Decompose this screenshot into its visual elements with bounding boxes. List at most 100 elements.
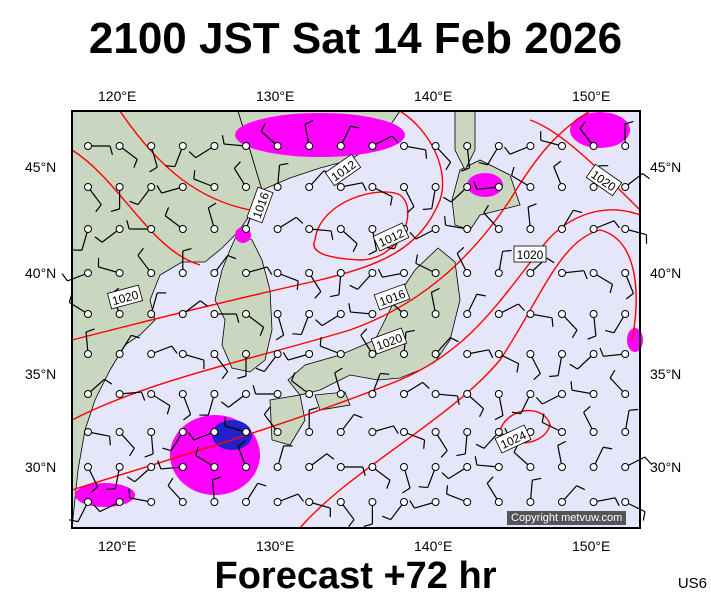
wind-barb-flag <box>450 337 459 343</box>
wind-barb-flag <box>330 230 334 240</box>
isobar-label: 1020 <box>106 284 144 310</box>
isobar-label-text: 1020 <box>111 288 141 309</box>
wind-barb-flag <box>257 482 267 487</box>
wind-barb-flag <box>409 231 417 240</box>
wind-barb-flag <box>128 488 131 498</box>
station-circle <box>305 463 314 471</box>
station-circle <box>368 350 377 358</box>
station-circle <box>589 350 598 358</box>
wind-barb-flag <box>259 327 265 336</box>
station-circle <box>147 183 156 191</box>
wind-barb-flag <box>494 415 504 421</box>
station-circle <box>558 498 566 506</box>
station-circle <box>368 225 377 233</box>
station-circle <box>273 310 282 318</box>
station-circle <box>273 498 282 506</box>
wind-barb-flag <box>295 216 304 224</box>
station-circle <box>589 390 598 398</box>
station-circle <box>210 183 219 191</box>
station-circle <box>242 350 250 358</box>
station-circle <box>84 225 92 233</box>
wind-barb-flag <box>603 446 613 450</box>
wind-barb-flag <box>167 477 174 486</box>
station-circle <box>526 310 535 318</box>
wind-barb-flag <box>511 411 521 415</box>
station-circle <box>115 183 124 191</box>
wind-barb-flag <box>352 243 358 253</box>
station-circle <box>178 269 187 277</box>
wind-barb-flag <box>292 333 302 336</box>
wind-barb-flag <box>260 122 266 132</box>
wind-barb-flag <box>220 401 229 408</box>
station-circle <box>621 350 630 358</box>
wind-barb-flag <box>140 391 146 401</box>
wind-barb-flag <box>614 497 620 507</box>
station-circle <box>305 142 314 150</box>
station-circle <box>526 142 535 150</box>
wind-barb-flag <box>456 246 465 254</box>
station-circle <box>273 183 282 191</box>
wind-barb-flag <box>157 460 162 470</box>
wind-barb-flag <box>557 440 567 446</box>
wind-barb-flag <box>605 329 615 334</box>
station-circle <box>84 310 92 318</box>
station-circle <box>242 463 250 471</box>
wind-barb-flag <box>535 396 543 405</box>
wind-barb-flag <box>133 159 138 168</box>
station-circle <box>494 183 503 191</box>
station-circle <box>463 463 472 471</box>
wind-barb-flag <box>212 476 222 481</box>
wind-barb-flag <box>182 248 192 252</box>
wind-barb-flag <box>415 254 419 264</box>
wind-barb-flag <box>546 257 555 264</box>
wind-barb-flag <box>162 447 172 452</box>
wind-barb-flag <box>69 519 79 523</box>
station-circle <box>115 350 124 358</box>
station-circle <box>115 142 124 150</box>
station-circle <box>242 269 250 277</box>
station-circle <box>242 428 250 436</box>
forecast-label: Forecast +72 hr <box>214 555 497 597</box>
wind-barb-flag <box>440 450 448 458</box>
station-circle <box>494 390 503 398</box>
wind-barb-flag <box>422 208 432 211</box>
wind-barb-flag <box>200 300 208 307</box>
wind-barb-flag <box>425 149 428 159</box>
station-circle <box>336 310 345 318</box>
station-circle <box>526 350 535 358</box>
station-circle <box>115 498 124 506</box>
station-circle <box>526 269 535 277</box>
lat-label-30-right: 30°N <box>650 459 682 475</box>
station-circle <box>431 390 440 398</box>
station-circle <box>400 183 408 191</box>
station-circle <box>178 225 187 233</box>
station-circle <box>431 498 440 506</box>
wind-barb-flag <box>227 254 237 260</box>
wind-barb-flag <box>233 161 241 169</box>
wind-barb-flag <box>221 135 225 145</box>
wind-barb-flag <box>576 485 586 491</box>
station-circle <box>242 225 250 233</box>
station-circle <box>115 463 124 471</box>
wind-barb-flag <box>149 166 158 173</box>
station-circle <box>242 390 250 398</box>
wind-barb-flag <box>85 328 95 333</box>
wind-barb-flag <box>61 273 68 282</box>
wind-barb-flag <box>504 146 511 155</box>
wind-barb-flag <box>109 145 113 155</box>
wind-barb-flag <box>474 456 478 466</box>
wind-barb-flag <box>348 519 355 528</box>
station-circle <box>368 269 377 277</box>
wind-barb-flag <box>126 220 130 230</box>
wind-barb-flag <box>571 329 578 339</box>
station-circle <box>305 428 314 436</box>
station-circle <box>305 350 314 358</box>
station-circle <box>558 142 566 150</box>
copyright-notice: Copyright metvuw.com <box>507 511 627 525</box>
station-circle <box>178 183 187 191</box>
wind-barb-flag <box>613 220 620 229</box>
station-circle <box>147 350 156 358</box>
wind-barb-flag <box>171 345 178 354</box>
lon-label-130-bottom: 130°E <box>256 538 295 554</box>
